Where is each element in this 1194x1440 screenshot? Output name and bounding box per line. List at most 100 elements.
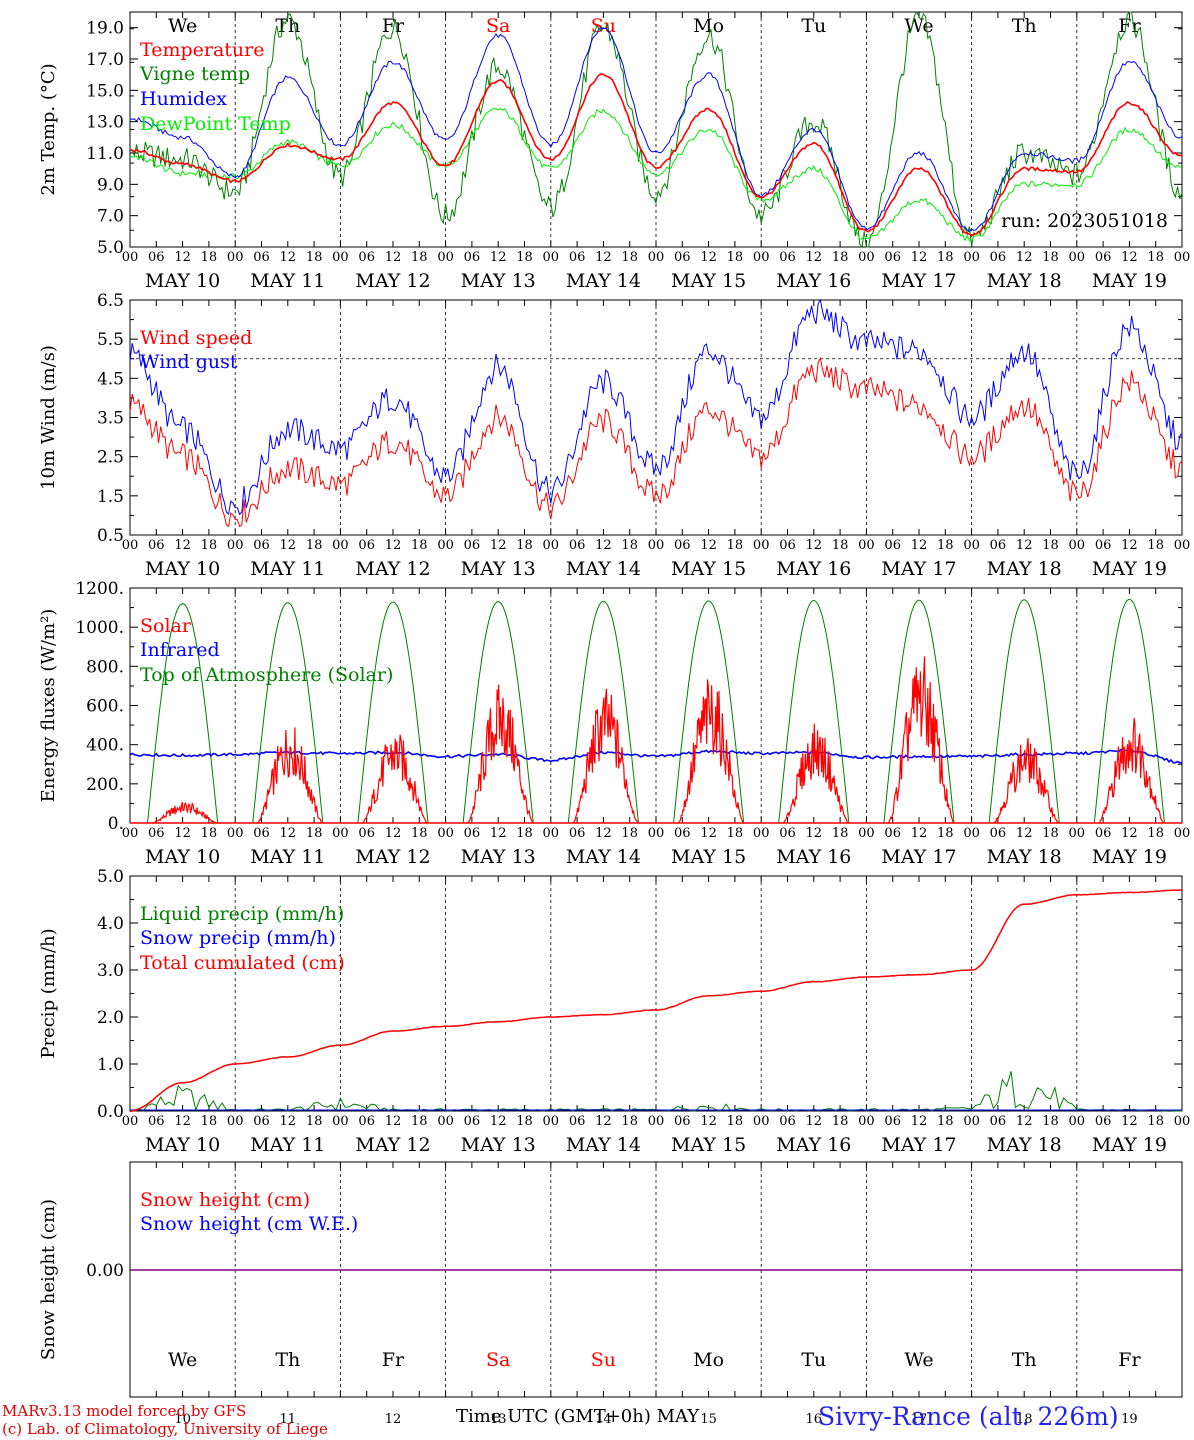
hour-tick-label: 06 (884, 250, 901, 265)
date-label: MAY 18 (987, 558, 1062, 580)
hour-tick-label: 12 (911, 826, 928, 841)
hour-tick-label: 06 (148, 826, 165, 841)
series-solar (361, 734, 429, 824)
date-label: MAY 18 (987, 270, 1062, 292)
hour-tick-label: 18 (832, 1114, 849, 1129)
hour-tick-label: 18 (727, 538, 744, 553)
y-axis-title: Energy fluxes (W/m²) (38, 609, 59, 803)
date-label: MAY 11 (250, 270, 325, 292)
hour-tick-label: 12 (1016, 826, 1033, 841)
hour-tick-label: 18 (411, 1114, 428, 1129)
series-temperature (130, 72, 1183, 237)
series-solar (572, 688, 639, 824)
legend-total-cumulated-cm: Total cumulated (cm) (140, 952, 345, 974)
series-solar (782, 723, 850, 824)
hour-tick-label: 12 (490, 826, 507, 841)
hour-tick-label: 18 (621, 1114, 638, 1129)
hour-tick-label: 00 (753, 538, 770, 553)
y-tick-label: 5.0 (97, 867, 124, 887)
x-axis-title: Time UTC (GMT+0h) MAY (456, 1406, 699, 1427)
hour-tick-label: 06 (674, 538, 691, 553)
hour-tick-label: 00 (332, 826, 349, 841)
series-infrared (129, 748, 1183, 764)
date-label: MAY 16 (776, 1134, 851, 1156)
hour-tick-label: 06 (148, 538, 165, 553)
hour-tick-label: 00 (543, 1114, 560, 1129)
date-label: MAY 14 (566, 1134, 641, 1156)
y-axis-title: 10m Wind (m/s) (38, 345, 59, 490)
date-label: MAY 10 (145, 1134, 220, 1156)
date-label: MAY 18 (987, 846, 1062, 868)
hour-tick-label: 06 (253, 1114, 270, 1129)
y-tick-label: 1.0 (97, 1055, 124, 1075)
date-label: MAY 16 (776, 846, 851, 868)
hour-tick-label: 18 (937, 826, 954, 841)
hour-tick-label: 06 (779, 1114, 796, 1129)
series-wind-gust (129, 298, 1183, 516)
hour-tick-label: 12 (1121, 826, 1138, 841)
hour-tick-label: 18 (516, 250, 533, 265)
hour-tick-label: 18 (832, 826, 849, 841)
y-axis-title: Snow height (cm) (38, 1199, 59, 1360)
series-toa-solar (883, 599, 955, 824)
hour-tick-label: 18 (516, 538, 533, 553)
panel-wind: 0.5 1.5 2.5 3.5 4.5 5.5 6.5 10m Wind (m/s) Wind … (38, 291, 1183, 546)
y-tick-label: 15.0 (86, 81, 124, 101)
hour-tick-label: 12 (806, 538, 823, 553)
hour-tick-label: 06 (884, 826, 901, 841)
y-tick-label: 0. (108, 814, 124, 834)
model-credit-line-2: (c) Lab. of Climatology, University of L… (2, 1420, 328, 1438)
hour-tick-label: 18 (727, 826, 744, 841)
date-label: MAY 17 (881, 270, 956, 292)
hour-tick-label: 00 (1069, 1114, 1086, 1129)
series-solar (151, 801, 218, 824)
hour-tick-label: 18 (832, 250, 849, 265)
hour-tick-label: 12 (174, 826, 191, 841)
hour-tick-label: 00 (753, 826, 770, 841)
hour-tick-label: 06 (358, 1114, 375, 1129)
hour-tick-label: 00 (437, 538, 454, 553)
hour-tick-label: 18 (1042, 538, 1059, 553)
series-solar (256, 727, 324, 824)
hour-tick-label: 18 (1147, 1114, 1164, 1129)
hour-tick-label: 18 (201, 250, 218, 265)
hour-tick-label: 12 (1121, 1114, 1138, 1129)
hour-tick-label: 12 (490, 1114, 507, 1129)
hour-tick-label: 18 (937, 1114, 954, 1129)
day-name-top: Su (591, 15, 616, 37)
hour-tick-label: 00 (963, 1114, 980, 1129)
hour-tick-label: 12 (700, 538, 717, 553)
hour-tick-label: 00 (963, 826, 980, 841)
hour-tick-label: 12 (911, 250, 928, 265)
hour-tick-label: 00 (753, 250, 770, 265)
series-toa-solar (1093, 598, 1165, 824)
hour-tick-label: 00 (122, 826, 139, 841)
hour-tick-label: 00 (1069, 826, 1086, 841)
hour-tick-label: 18 (621, 538, 638, 553)
day-name-top: Fr (1118, 15, 1141, 37)
y-tick-label: 6.5 (97, 291, 124, 311)
hour-tick-label: 00 (648, 1114, 665, 1129)
y-tick-label: 19.0 (86, 19, 124, 39)
day-number-label: 13 (490, 1412, 507, 1427)
hour-tick-label: 00 (648, 538, 665, 553)
legend-liquid-precip-mm-h: Liquid precip (mm/h) (140, 903, 344, 925)
series-total-cumulated (129, 889, 1183, 1112)
day-name-bottom: We (168, 1349, 197, 1371)
hour-tick-label: 06 (884, 1114, 901, 1129)
hour-tick-label: 06 (1095, 1114, 1112, 1129)
hour-tick-label: 06 (569, 826, 586, 841)
date-label: MAY 11 (250, 558, 325, 580)
hour-tick-label: 00 (227, 1114, 244, 1129)
series-solar (1098, 717, 1165, 824)
day-name-bottom: Th (1012, 1349, 1037, 1371)
y-tick-label: 3.0 (97, 961, 124, 981)
hour-tick-label: 12 (595, 538, 612, 553)
hour-tick-label: 18 (306, 826, 323, 841)
series-toa-solar (567, 600, 639, 824)
hour-tick-label: 18 (201, 826, 218, 841)
date-label: MAY 14 (566, 270, 641, 292)
hour-tick-label: 12 (806, 250, 823, 265)
